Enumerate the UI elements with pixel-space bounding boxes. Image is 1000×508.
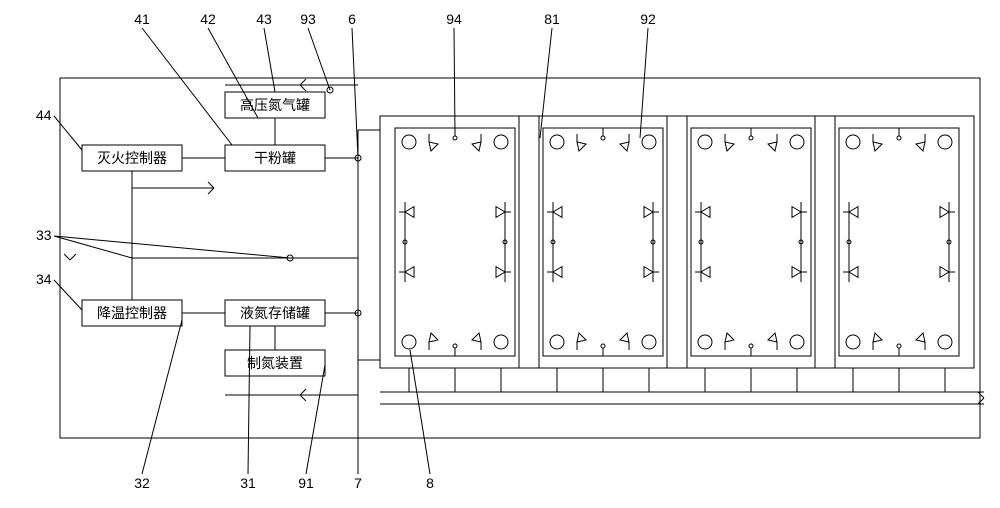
svg-text:8: 8	[426, 475, 434, 491]
svg-text:32: 32	[134, 475, 150, 491]
svg-text:灭火控制器: 灭火控制器	[97, 150, 167, 166]
svg-text:7: 7	[354, 475, 362, 491]
svg-text:33: 33	[36, 227, 52, 243]
svg-text:34: 34	[36, 271, 52, 287]
svg-text:44: 44	[36, 107, 52, 123]
svg-text:81: 81	[544, 11, 560, 27]
svg-text:制氮装置: 制氮装置	[247, 355, 303, 371]
svg-text:6: 6	[348, 11, 356, 27]
svg-text:31: 31	[240, 475, 256, 491]
svg-text:94: 94	[446, 11, 462, 27]
svg-text:干粉罐: 干粉罐	[254, 150, 296, 166]
svg-text:93: 93	[300, 11, 316, 27]
svg-text:42: 42	[200, 11, 216, 27]
svg-text:液氮存储罐: 液氮存储罐	[240, 305, 310, 321]
svg-text:91: 91	[298, 475, 314, 491]
svg-text:降温控制器: 降温控制器	[97, 305, 167, 321]
svg-text:43: 43	[256, 11, 272, 27]
svg-text:41: 41	[134, 11, 150, 27]
svg-text:92: 92	[640, 11, 656, 27]
